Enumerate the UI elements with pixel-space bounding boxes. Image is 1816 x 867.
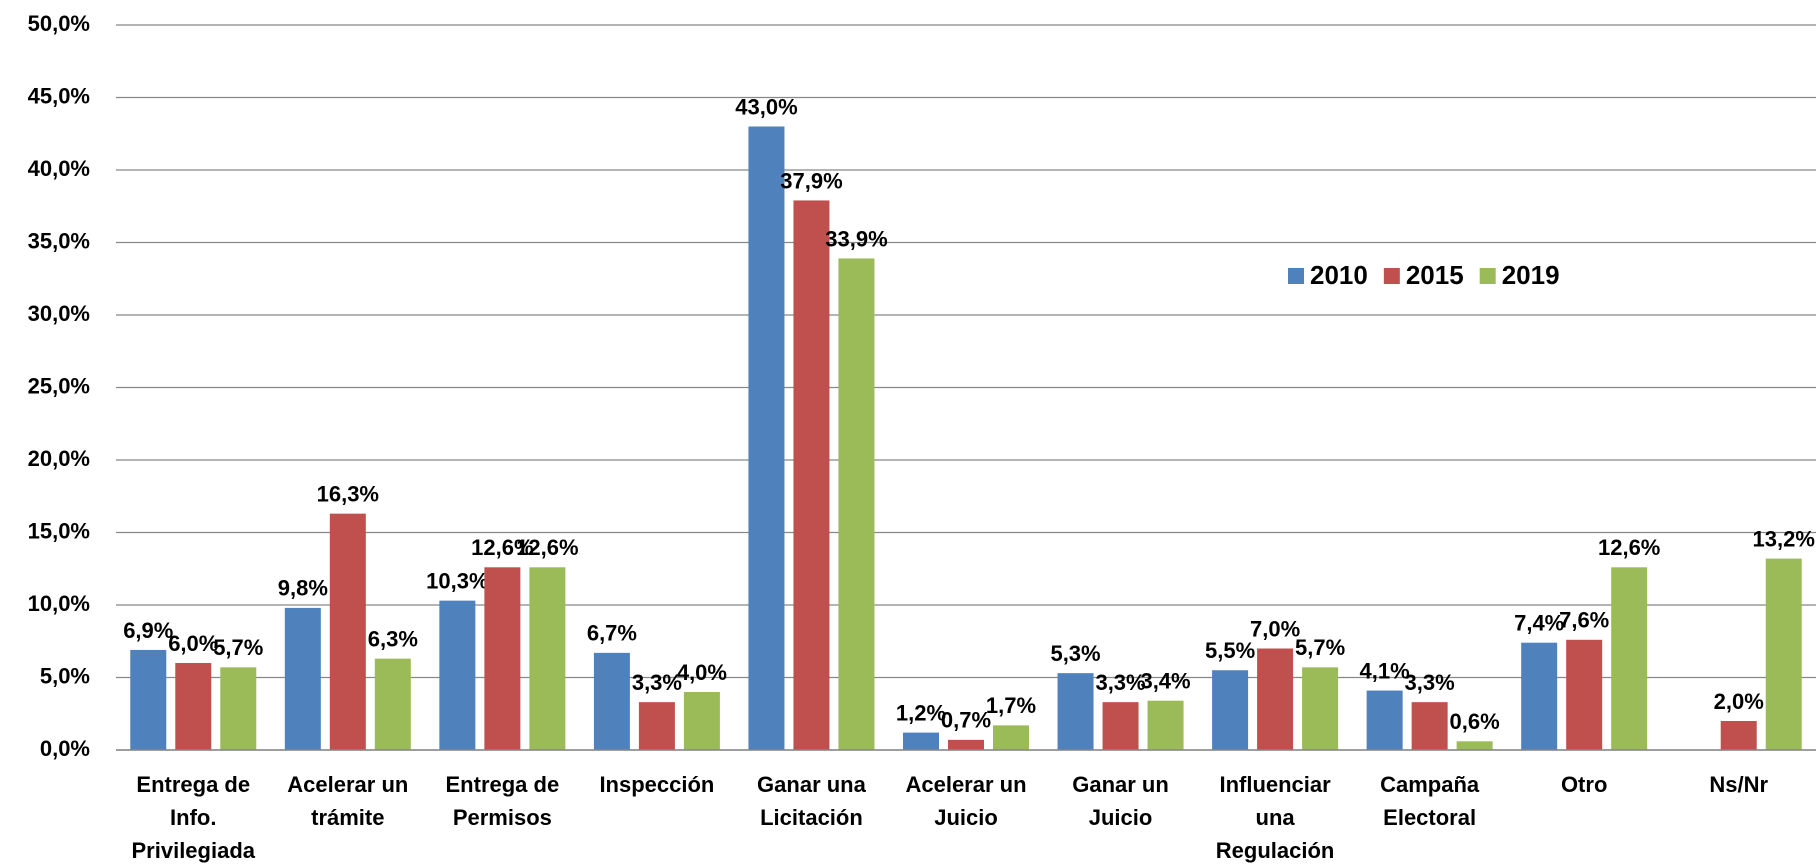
y-tick-label: 30,0%	[28, 301, 90, 326]
legend-swatch	[1288, 268, 1304, 284]
bar	[1257, 648, 1294, 750]
bar	[593, 652, 630, 750]
x-tick-label: Acelerar un Juicio	[905, 772, 1027, 830]
y-tick-label: 15,0%	[28, 518, 90, 543]
bar	[948, 739, 984, 750]
value-label: 7,6%	[1559, 608, 1609, 633]
bar	[903, 732, 939, 750]
bar	[284, 607, 321, 750]
legend-label: 2010	[1310, 260, 1368, 290]
x-tick-label: Ns/Nr	[1709, 772, 1769, 797]
value-label: 3,3%	[632, 670, 682, 695]
value-label: 3,3%	[1095, 670, 1145, 695]
x-tick-label: Entrega de Info. Privilegiada	[131, 772, 256, 863]
bar	[439, 600, 476, 750]
x-tick-label: Influenciar una Regulación	[1215, 772, 1335, 863]
y-tick-label: 50,0%	[28, 11, 90, 36]
x-tick-label: Acelerar un trámite	[287, 772, 409, 830]
legend-swatch	[1383, 268, 1400, 284]
y-tick-label: 10,0%	[28, 591, 90, 616]
y-tick-label: 0,0%	[40, 736, 90, 761]
value-label: 10,3%	[426, 568, 488, 593]
x-tick-label: Entrega de Permisos	[445, 772, 560, 830]
x-tick-label: Ganar una Licitación	[757, 772, 866, 830]
value-label: 12,6%	[1598, 535, 1660, 560]
value-label: 7,4%	[1514, 611, 1564, 636]
value-label: 43,0%	[735, 94, 797, 119]
value-label: 13,2%	[1753, 526, 1815, 551]
x-tick-label: Otro	[1560, 772, 1608, 797]
value-label: 6,3%	[368, 626, 418, 651]
bar	[838, 258, 875, 750]
value-label: 12,6%	[516, 535, 578, 560]
y-tick-label: 20,0%	[28, 446, 90, 471]
bar	[130, 649, 167, 750]
y-tick-label: 25,0%	[28, 373, 90, 398]
value-label: 6,9%	[123, 618, 173, 643]
value-label: 16,3%	[317, 481, 379, 506]
value-label: 7,0%	[1250, 616, 1300, 641]
y-tick-label: 40,0%	[28, 156, 90, 181]
value-label: 37,9%	[780, 168, 842, 193]
bar	[1212, 670, 1249, 750]
value-label: 5,3%	[1050, 641, 1100, 666]
bar	[529, 567, 566, 750]
bar	[1456, 741, 1493, 750]
x-tick-label: Inspección	[599, 772, 715, 797]
value-label: 0,6%	[1450, 709, 1500, 734]
bar	[1566, 639, 1603, 750]
bar	[1302, 667, 1339, 750]
bar	[1411, 702, 1448, 750]
value-label: 4,0%	[677, 660, 727, 685]
bar	[1366, 690, 1403, 750]
value-label: 5,7%	[213, 635, 263, 660]
bar	[638, 702, 675, 750]
value-label: 5,7%	[1295, 635, 1345, 660]
value-label: 2,0%	[1714, 689, 1764, 714]
bar	[748, 126, 785, 750]
bar	[793, 200, 830, 750]
value-label: 6,7%	[587, 621, 637, 646]
x-tick-label: Campaña Electoral	[1380, 772, 1480, 830]
value-label: 9,8%	[278, 576, 328, 601]
bar	[1611, 567, 1648, 750]
value-label: 3,3%	[1405, 670, 1455, 695]
bar	[1147, 700, 1184, 750]
legend-swatch	[1479, 268, 1496, 284]
bar	[175, 663, 212, 750]
y-tick-label: 5,0%	[40, 663, 90, 688]
bar	[220, 667, 257, 750]
value-label: 1,7%	[986, 693, 1036, 718]
bar	[1057, 673, 1094, 750]
bar	[374, 658, 411, 750]
value-label: 12,6%	[471, 535, 533, 560]
legend-label: 2019	[1502, 260, 1560, 290]
bar	[484, 567, 521, 750]
bar	[683, 692, 720, 750]
y-tick-label: 45,0%	[28, 83, 90, 108]
value-label: 0,7%	[941, 708, 991, 733]
value-label: 6,0%	[168, 631, 218, 656]
bar	[1521, 642, 1558, 750]
value-label: 5,5%	[1205, 638, 1255, 663]
value-label: 1,2%	[896, 700, 946, 725]
bar	[1765, 558, 1802, 750]
value-label: 33,9%	[825, 226, 887, 251]
legend-label: 2015	[1406, 260, 1464, 290]
bar	[993, 725, 1029, 750]
bar	[329, 513, 366, 750]
value-label: 4,1%	[1360, 658, 1410, 683]
x-tick-label: Ganar un Juicio	[1072, 772, 1169, 830]
bar	[1720, 721, 1757, 750]
bar	[1102, 702, 1139, 750]
y-tick-label: 35,0%	[28, 228, 90, 253]
value-label: 3,4%	[1140, 669, 1190, 694]
